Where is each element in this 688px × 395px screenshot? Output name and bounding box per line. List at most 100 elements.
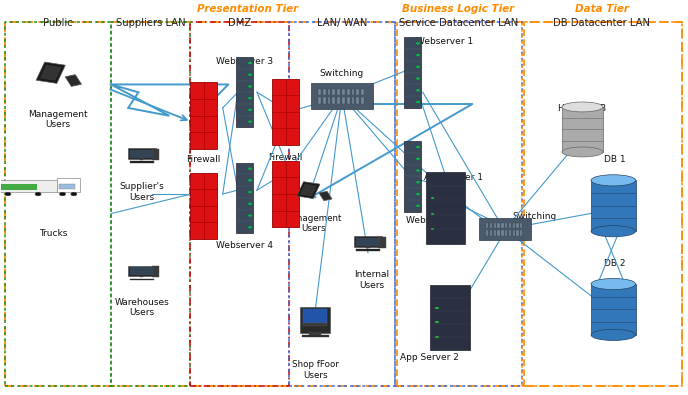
Bar xyxy=(494,230,496,236)
Text: Switching: Switching xyxy=(320,69,364,78)
Bar xyxy=(303,323,327,326)
Circle shape xyxy=(416,54,420,56)
Bar xyxy=(356,88,359,95)
Bar xyxy=(130,161,153,162)
Bar xyxy=(426,171,465,244)
Bar xyxy=(367,246,369,248)
Bar xyxy=(111,22,190,386)
Text: App Server 2: App Server 2 xyxy=(400,352,459,361)
Polygon shape xyxy=(300,184,317,196)
Bar xyxy=(502,223,504,228)
Bar xyxy=(361,88,364,95)
Polygon shape xyxy=(297,182,320,199)
Text: Firewall: Firewall xyxy=(186,155,221,164)
Circle shape xyxy=(248,85,252,88)
Bar xyxy=(289,22,396,386)
Bar xyxy=(520,230,522,236)
Bar xyxy=(140,158,143,160)
Text: Webserver 4: Webserver 4 xyxy=(216,241,273,250)
Bar xyxy=(236,57,253,128)
Bar xyxy=(352,98,354,104)
Bar xyxy=(342,98,345,104)
Bar xyxy=(128,148,155,159)
Text: Management
Users: Management Users xyxy=(28,110,87,129)
Circle shape xyxy=(416,101,420,103)
Bar xyxy=(342,88,345,95)
Bar xyxy=(361,98,364,104)
Text: Presentation Tier: Presentation Tier xyxy=(197,4,299,14)
Circle shape xyxy=(416,169,420,172)
Circle shape xyxy=(416,205,420,207)
Text: DMZ: DMZ xyxy=(228,18,251,28)
Bar xyxy=(190,22,289,386)
Circle shape xyxy=(248,214,252,217)
Bar xyxy=(509,230,511,236)
Bar xyxy=(303,309,327,324)
Bar xyxy=(404,141,421,212)
Bar xyxy=(562,107,603,152)
Bar xyxy=(497,230,499,236)
Bar xyxy=(352,88,354,95)
Circle shape xyxy=(71,192,77,196)
Bar xyxy=(327,98,330,104)
Bar xyxy=(591,181,636,231)
Circle shape xyxy=(416,42,420,45)
Bar xyxy=(58,184,74,188)
Ellipse shape xyxy=(591,226,636,237)
Bar xyxy=(486,230,488,236)
Text: Public: Public xyxy=(43,18,72,28)
Circle shape xyxy=(5,192,11,196)
Circle shape xyxy=(416,77,420,80)
Bar xyxy=(497,223,499,228)
Bar xyxy=(0,180,57,192)
Bar xyxy=(323,88,325,95)
Circle shape xyxy=(416,89,420,92)
Bar xyxy=(356,98,359,104)
Text: Firewall: Firewall xyxy=(268,153,303,162)
Bar xyxy=(396,22,522,386)
Circle shape xyxy=(248,226,252,228)
Text: Business Logic Tier: Business Logic Tier xyxy=(402,4,515,14)
Text: App Server 1: App Server 1 xyxy=(424,173,483,181)
Bar xyxy=(151,149,160,160)
Bar xyxy=(337,88,340,95)
Bar xyxy=(404,38,421,108)
Bar xyxy=(480,218,530,240)
Bar xyxy=(0,184,36,190)
Text: Trucks: Trucks xyxy=(39,229,67,238)
Polygon shape xyxy=(40,65,62,81)
Bar xyxy=(327,88,330,95)
Bar xyxy=(494,223,496,228)
Circle shape xyxy=(416,146,420,148)
Bar xyxy=(490,223,492,228)
Bar xyxy=(490,230,492,236)
Bar xyxy=(311,83,373,109)
Bar xyxy=(128,265,155,276)
Bar xyxy=(190,83,217,149)
Bar xyxy=(486,223,488,228)
Circle shape xyxy=(416,181,420,183)
Bar xyxy=(130,279,153,280)
Ellipse shape xyxy=(562,147,603,157)
Text: Supplier's
Users: Supplier's Users xyxy=(120,182,164,202)
Polygon shape xyxy=(65,75,81,87)
Circle shape xyxy=(416,158,420,160)
Bar xyxy=(502,230,504,236)
Bar xyxy=(5,22,111,386)
Circle shape xyxy=(248,109,252,111)
Circle shape xyxy=(416,193,420,195)
Text: Data Tier: Data Tier xyxy=(574,4,629,14)
Polygon shape xyxy=(36,62,65,83)
Bar xyxy=(591,284,636,335)
Circle shape xyxy=(35,192,41,196)
Bar xyxy=(337,98,340,104)
Bar xyxy=(310,333,321,336)
Bar xyxy=(318,98,321,104)
Bar xyxy=(520,223,522,228)
Circle shape xyxy=(248,179,252,181)
Text: History DB: History DB xyxy=(559,104,607,113)
Bar xyxy=(347,88,350,95)
Bar xyxy=(151,266,160,277)
Circle shape xyxy=(248,62,252,64)
Ellipse shape xyxy=(591,329,636,340)
